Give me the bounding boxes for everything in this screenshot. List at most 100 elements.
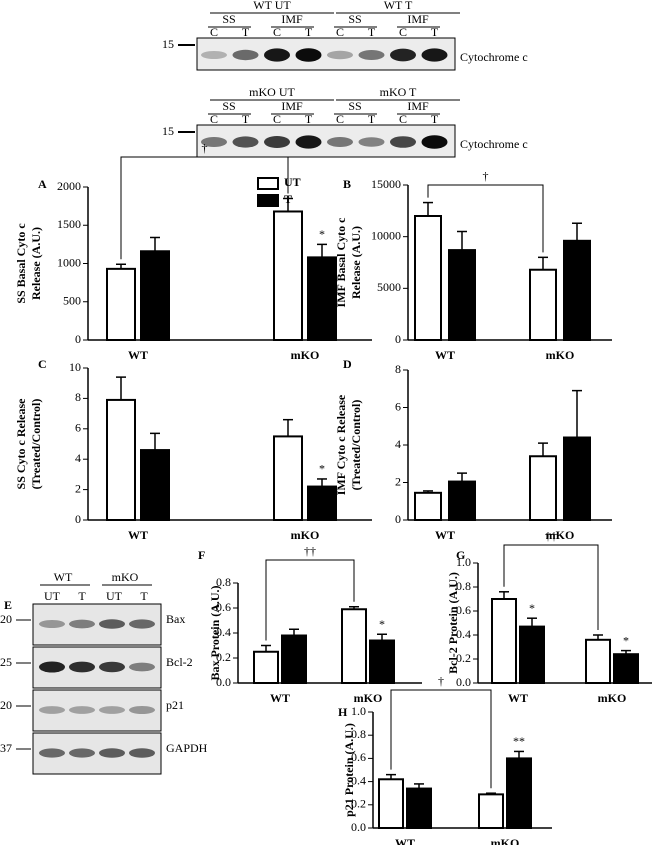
significance-mark: † [438,674,444,688]
subgroup-label: IMF [281,99,303,113]
lane-label: C [399,25,407,39]
y-axis-label-line: Release (A.U.) [29,227,43,300]
bar [273,435,303,521]
y-tick-label: 5000 [377,280,401,294]
panel-letter: B [343,177,351,191]
band [129,748,155,758]
significance-mark: * [623,633,629,647]
bar [106,267,136,342]
significance-bracket [503,544,599,630]
x-tick-label: WT [435,348,455,362]
band [99,706,125,714]
bar [529,268,557,342]
lane-label: C [336,25,344,39]
bar [563,436,591,521]
band [232,136,259,148]
band [264,48,290,62]
bar [519,625,545,684]
y-tick-label: 1500 [57,217,81,231]
bar [414,215,442,341]
band [201,137,227,147]
band [295,48,322,62]
bar [253,650,279,684]
y-tick-label: 1.0 [456,555,471,569]
x-tick-label: WT [435,528,455,542]
protein-label: GAPDH [166,741,208,755]
y-axis-label: Bcl-2 Protein (A.U.) [446,572,460,674]
panel-letter: F [198,548,205,562]
y-tick-label: 0.6 [216,600,231,614]
y-tick-label: 0.8 [216,575,231,589]
marker-label: 20 [0,698,12,712]
x-tick-label: mKO [354,691,383,705]
lane-label: T [305,25,313,39]
lane-label: C [210,25,218,39]
bar [529,455,557,521]
marker-label: 20 [0,612,12,626]
lane-label: T [431,25,439,39]
lane-label: T [431,112,439,126]
subgroup-label: SS [348,99,361,113]
significance-bracket [390,689,492,789]
panel-letter: E [4,598,12,612]
lane-label: T [368,25,376,39]
band [39,661,65,673]
bar [307,485,337,521]
x-tick-label: mKO [291,348,320,362]
lane-label: C [210,112,218,126]
bar [273,210,303,341]
y-tick-label: 500 [63,294,81,308]
panel-letter: A [38,177,47,191]
y-tick-label: 0 [395,512,401,526]
band [232,49,259,61]
band [295,135,322,149]
band [327,137,353,147]
y-tick-label: 0.0 [351,820,366,834]
lane-label: C [336,112,344,126]
group-label: mKO UT [249,85,295,99]
marker-label: 25 [0,655,12,669]
y-tick-label: 2 [395,474,401,488]
protein-label: Bcl-2 [166,655,193,669]
significance-mark: †† [304,544,316,558]
y-tick-label: 10 [69,360,81,374]
subgroup-label: IMF [407,12,429,26]
bar [106,398,136,522]
x-tick-label: WT [508,691,528,705]
y-tick-label: 0 [75,512,81,526]
y-tick-label: 10000 [371,228,401,242]
x-tick-label: WT [128,528,148,542]
subgroup-label: IMF [407,99,429,113]
bar [369,639,395,684]
panel-letter: D [343,357,352,371]
y-tick-label: 0 [395,332,401,346]
y-axis-label: SS Basal Cyto c Release (A.U.) [14,223,43,304]
y-tick-label: 0.0 [456,675,471,689]
y-tick-label: 0.4 [456,627,471,641]
marker-label: 15 [162,37,174,51]
lane-label: C [399,112,407,126]
significance-mark: †† [545,529,557,543]
panel-letter: H [338,705,348,719]
subgroup-label: SS [222,99,235,113]
group-label: mKO T [380,85,417,99]
y-tick-label: 4 [75,451,81,465]
y-tick-label: 0.6 [456,603,471,617]
bar [406,787,432,829]
x-tick-label: WT [128,348,148,362]
x-tick-label: mKO [598,691,627,705]
group-label: mKO [112,570,139,584]
bar [414,491,442,521]
lane-label: T [78,589,86,603]
band [39,748,65,758]
band [201,51,227,59]
lane-label: T [305,112,313,126]
x-tick-label: WT [395,836,415,845]
protein-label: p21 [166,698,184,712]
significance-bracket [427,184,544,253]
significance-mark: † [483,169,489,183]
y-axis-label-line: Release (A.U.) [349,226,363,299]
x-tick-label: mKO [491,836,520,845]
y-axis-label-line: p21 Protein (A.U.) [342,723,356,817]
